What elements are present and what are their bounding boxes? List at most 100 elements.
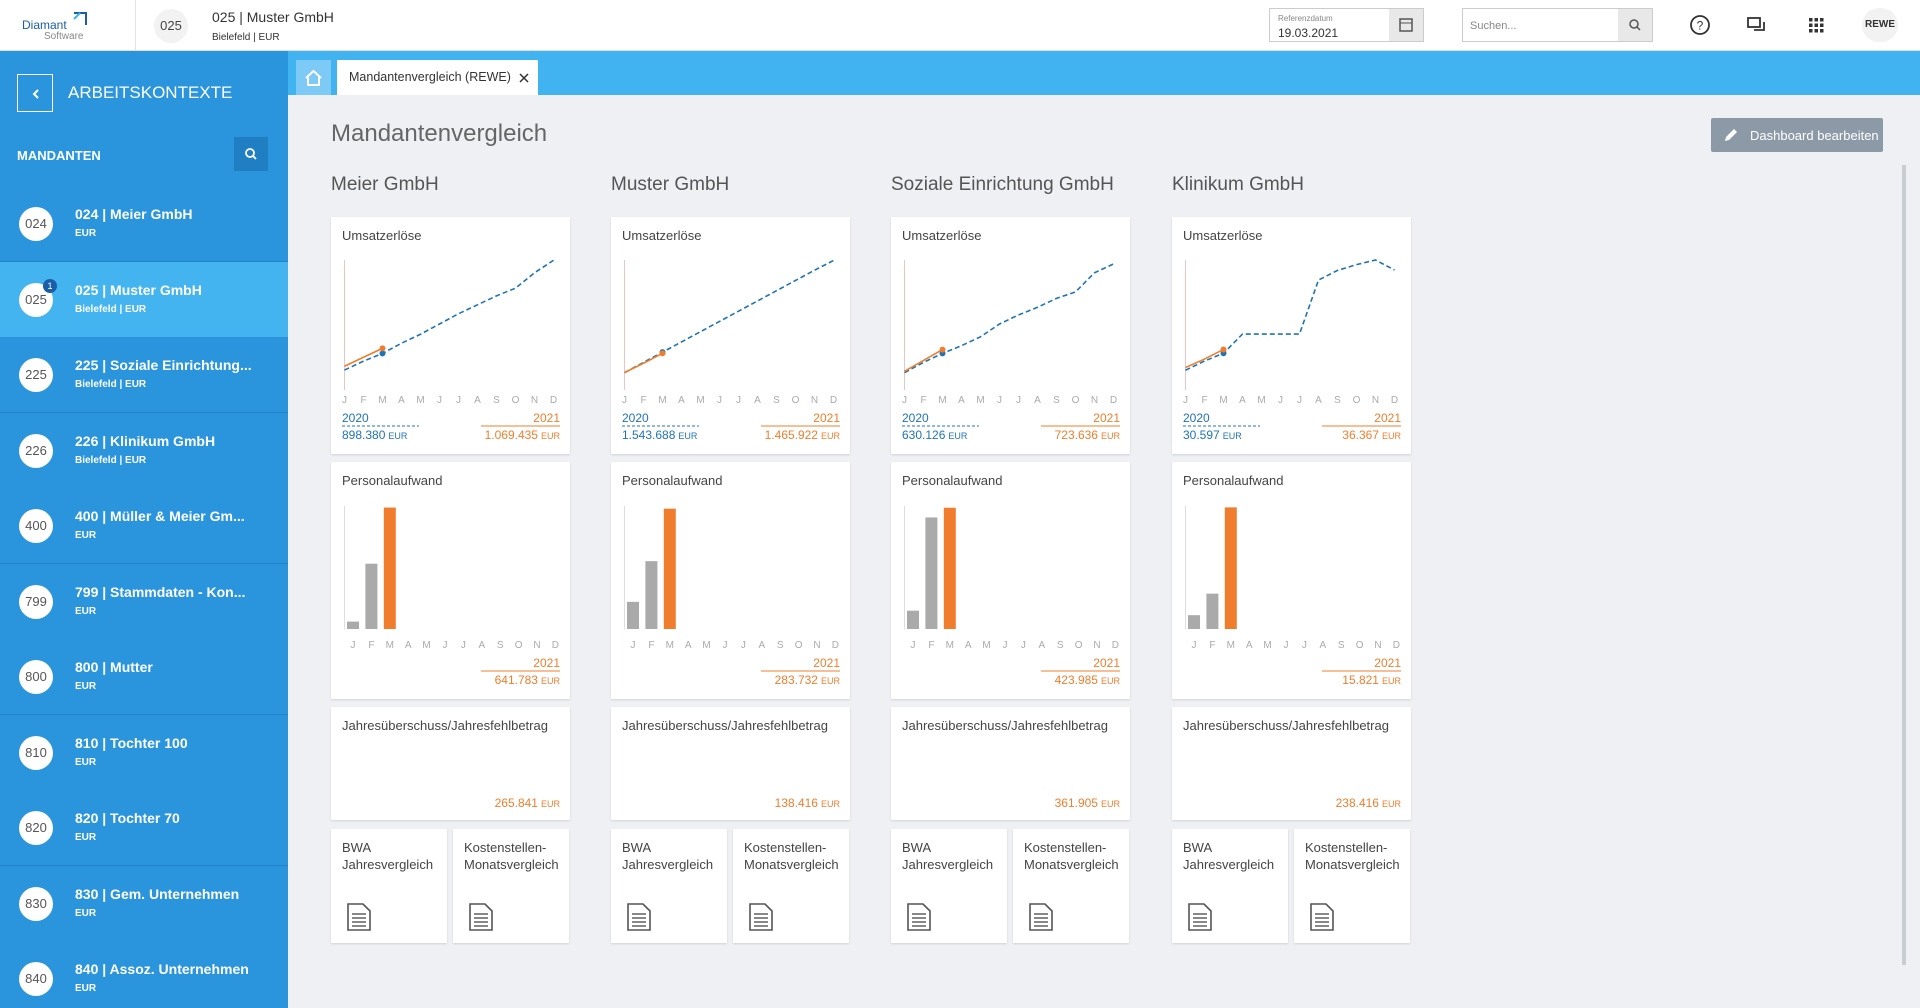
report-tile[interactable]: BWA Jahresvergleich [1172,829,1288,943]
client-item[interactable]: 800 800 | Mutter EUR [0,639,288,715]
month-label: J [736,395,741,406]
month-label: O [1353,395,1361,406]
month-label: M [666,640,674,651]
client-item[interactable]: 024 024 | Meier GmbH EUR [0,186,288,262]
active-tab[interactable]: Mandantenvergleich (REWE) [337,60,538,95]
result-card: Jahresüberschuss/Jahresfehlbetrag 361.905… [891,707,1130,820]
client-name: 830 | Gem. Unternehmen [75,885,240,902]
month-label: M [976,395,984,406]
total-unit: EUR [1381,676,1401,686]
tile-label: BWA [622,840,652,855]
series-line [904,348,943,372]
month-label: J [911,640,916,651]
chart-card: Umsatzerlöse J F M A M J J A S O N D 2020 30.597 EUR 202… [1172,217,1411,454]
month-label: J [1003,640,1008,651]
report-tile[interactable]: BWA Jahresvergleich [891,829,1007,943]
icon-shape [749,903,773,931]
month-label: A [678,395,685,406]
client-item[interactable]: 225 225 | Soziale Einrichtung... Bielefeld… [0,337,288,413]
client-badge: 025 [154,9,188,43]
month-label: F [1209,640,1215,651]
home-tab[interactable] [296,60,331,95]
client-item[interactable]: 830 830 | Gem. Unternehmen EUR [0,865,288,942]
year-label: 2021 [533,411,560,425]
bar [627,601,639,629]
month-label: F [360,395,366,406]
icon-shape [1310,903,1334,931]
tile-label: Monatsvergleich [464,857,559,872]
month-label: J [1302,640,1307,651]
search-placeholder: Suchen... [1470,20,1517,32]
apps-icon[interactable] [1804,13,1828,37]
result-card: Jahresüberschuss/Jahresfehlbetrag 138.416… [611,707,850,820]
unit: EUR [1381,799,1401,809]
month-label: O [1356,640,1364,651]
month-label: A [398,395,405,406]
client-item[interactable]: 400 400 | Müller & Meier Gm... EUR [0,488,288,564]
content: Mandantenvergleich Dashboard bearbeiten … [294,95,1906,1008]
card-title: Jahresüberschuss/Jahresfehlbetrag [1183,718,1389,733]
client-sub: EUR [75,907,97,919]
report-icon [1310,903,1334,931]
date-field[interactable]: Referenzdatum 19.03.2021 [1269,8,1424,42]
report-tile[interactable]: Kostenstellen- Monatsvergleich [733,829,849,943]
report-tile[interactable]: BWA Jahresvergleich [331,829,447,943]
point [379,345,386,352]
client-item[interactable]: 226 226 | Klinikum GmbH Bielefeld | EUR [0,412,288,489]
chat-icon[interactable] [1745,13,1769,37]
client-item[interactable]: 840 840 | Assoz. Unternehmen EUR [0,941,288,1008]
sidebar-search[interactable] [234,137,268,171]
month-label: A [685,640,692,651]
series-line [344,259,554,371]
year-label: 2021 [1374,656,1401,670]
report-icon [469,903,493,931]
month-label: A [405,640,412,651]
month-label: F [648,640,654,651]
company-name: Soziale Einrichtung GmbH [891,174,1114,195]
month-label: A [754,395,761,406]
logo-text: Diamant [22,18,67,32]
month-label: A [1239,395,1246,406]
company-name: Meier GmbH [331,174,439,195]
total-unit: EUR [1100,676,1120,686]
report-icon [347,903,371,931]
month-label: J [1192,640,1197,651]
total: 630.126 EUR [902,428,967,442]
back-button[interactable] [17,74,53,112]
month-label: N [813,640,820,651]
result-value: 238.416 EUR [1336,796,1401,810]
report-tile[interactable]: BWA Jahresvergleich [611,829,727,943]
card-title: Umsatzerlöse [1183,228,1263,243]
month-label: J [997,395,1002,406]
logo[interactable]: Diamant Software [20,10,90,42]
help-icon[interactable]: ? [1688,13,1712,37]
report-tile[interactable]: Kostenstellen- Monatsvergleich [453,829,569,943]
search-button[interactable] [1618,9,1652,41]
edit-dashboard-button[interactable]: Dashboard bearbeiten [1711,118,1883,152]
client-item[interactable]: 810 810 | Tochter 100 EUR [0,714,288,791]
search-field[interactable]: Suchen... [1462,8,1653,42]
chart-card: Umsatzerlöse J F M A M J J A S O N D 2020 898.380 EUR 20… [331,217,570,454]
card-title: Umsatzerlöse [342,228,422,243]
close-icon[interactable] [518,72,530,84]
total-value: 1.069.435 [484,428,538,442]
calendar-button[interactable] [1389,9,1423,41]
card-title: Jahresüberschuss/Jahresfehlbetrag [622,718,828,733]
report-tile[interactable]: Kostenstellen- Monatsvergleich [1013,829,1129,943]
month-label: J [351,640,356,651]
bar [365,563,378,629]
bar [925,517,938,629]
client-item[interactable]: 799 799 | Stammdaten - Kon... EUR [0,563,288,640]
result-card: Jahresüberschuss/Jahresfehlbetrag 265.841… [331,707,570,820]
client-item[interactable]: 820 820 | Tochter 70 EUR [0,790,288,866]
report-tile[interactable]: Kostenstellen- Monatsvergleich [1294,829,1410,943]
month-label: J [1183,395,1188,406]
bar [383,507,396,629]
report-icon [1029,903,1053,931]
tile-label: Kostenstellen- [464,840,547,855]
user-avatar[interactable]: REWE [1862,8,1898,42]
client-item[interactable]: 025 1 025 | Muster GmbH Bielefeld | EUR [0,261,288,338]
result-value: 265.841 EUR [495,796,560,810]
